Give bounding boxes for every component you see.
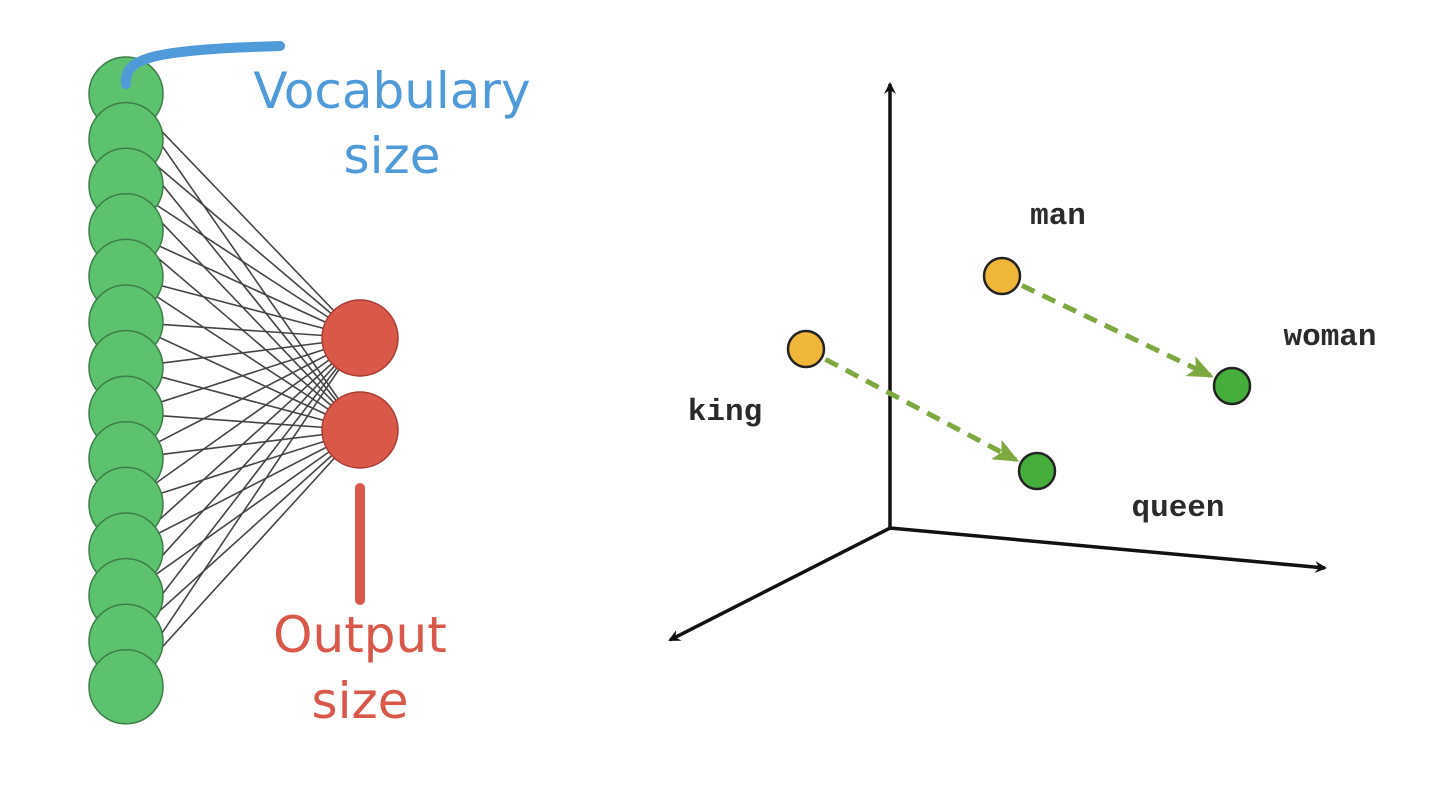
vocab-size-label-line-2: size: [344, 127, 441, 185]
connection-line: [125, 429, 361, 688]
word-label-man: man: [1030, 199, 1086, 234]
word-point-king: [786, 329, 826, 369]
connection-line: [125, 337, 361, 414]
connection-line: [125, 321, 361, 339]
output-layer: [321, 299, 399, 469]
connection-line: [125, 138, 361, 339]
word-point-man: [982, 256, 1022, 296]
word-points: [786, 256, 1252, 491]
output-size-label-line-2: size: [312, 672, 409, 730]
input-node: [88, 649, 164, 725]
connection-line: [125, 337, 361, 460]
word-point-woman: [1212, 366, 1252, 406]
connection-line: [125, 337, 361, 369]
embedding-space-diagram: man woman king queen: [668, 82, 1377, 642]
word-point-queen: [1017, 451, 1057, 491]
vocab-size-label-line-1: Vocabulary: [253, 62, 530, 120]
connection-line: [125, 337, 361, 688]
word-label-king: king: [688, 395, 762, 430]
vocab-callout-pointer: [120, 41, 285, 89]
word-labels: man woman king queen: [688, 199, 1377, 526]
input-layer: [88, 56, 164, 725]
output-size-label-line-1: Output: [273, 606, 447, 664]
word-label-woman: woman: [1283, 320, 1376, 355]
word-label-queen: queen: [1131, 491, 1224, 526]
connection-line: [125, 93, 361, 339]
network-connections: [125, 93, 361, 688]
connection-line: [125, 429, 361, 642]
output-node: [321, 299, 399, 377]
axis-horizontal: [889, 526, 1327, 574]
connection-line: [125, 337, 361, 551]
analogy-arrow-king-to-queen: [824, 357, 1020, 463]
connection-line: [125, 337, 361, 506]
connection-line: [125, 337, 361, 597]
output-node: [321, 391, 399, 469]
connection-line: [125, 275, 361, 339]
neural-network-diagram: Vocabulary size Output size: [88, 41, 531, 730]
analogy-arrows: [824, 283, 1214, 463]
connection-line: [125, 184, 361, 339]
connection-line: [125, 230, 361, 339]
connection-line: [125, 337, 361, 642]
axis-depth: [668, 526, 891, 642]
analogy-arrow-man-to-woman: [1020, 283, 1214, 378]
